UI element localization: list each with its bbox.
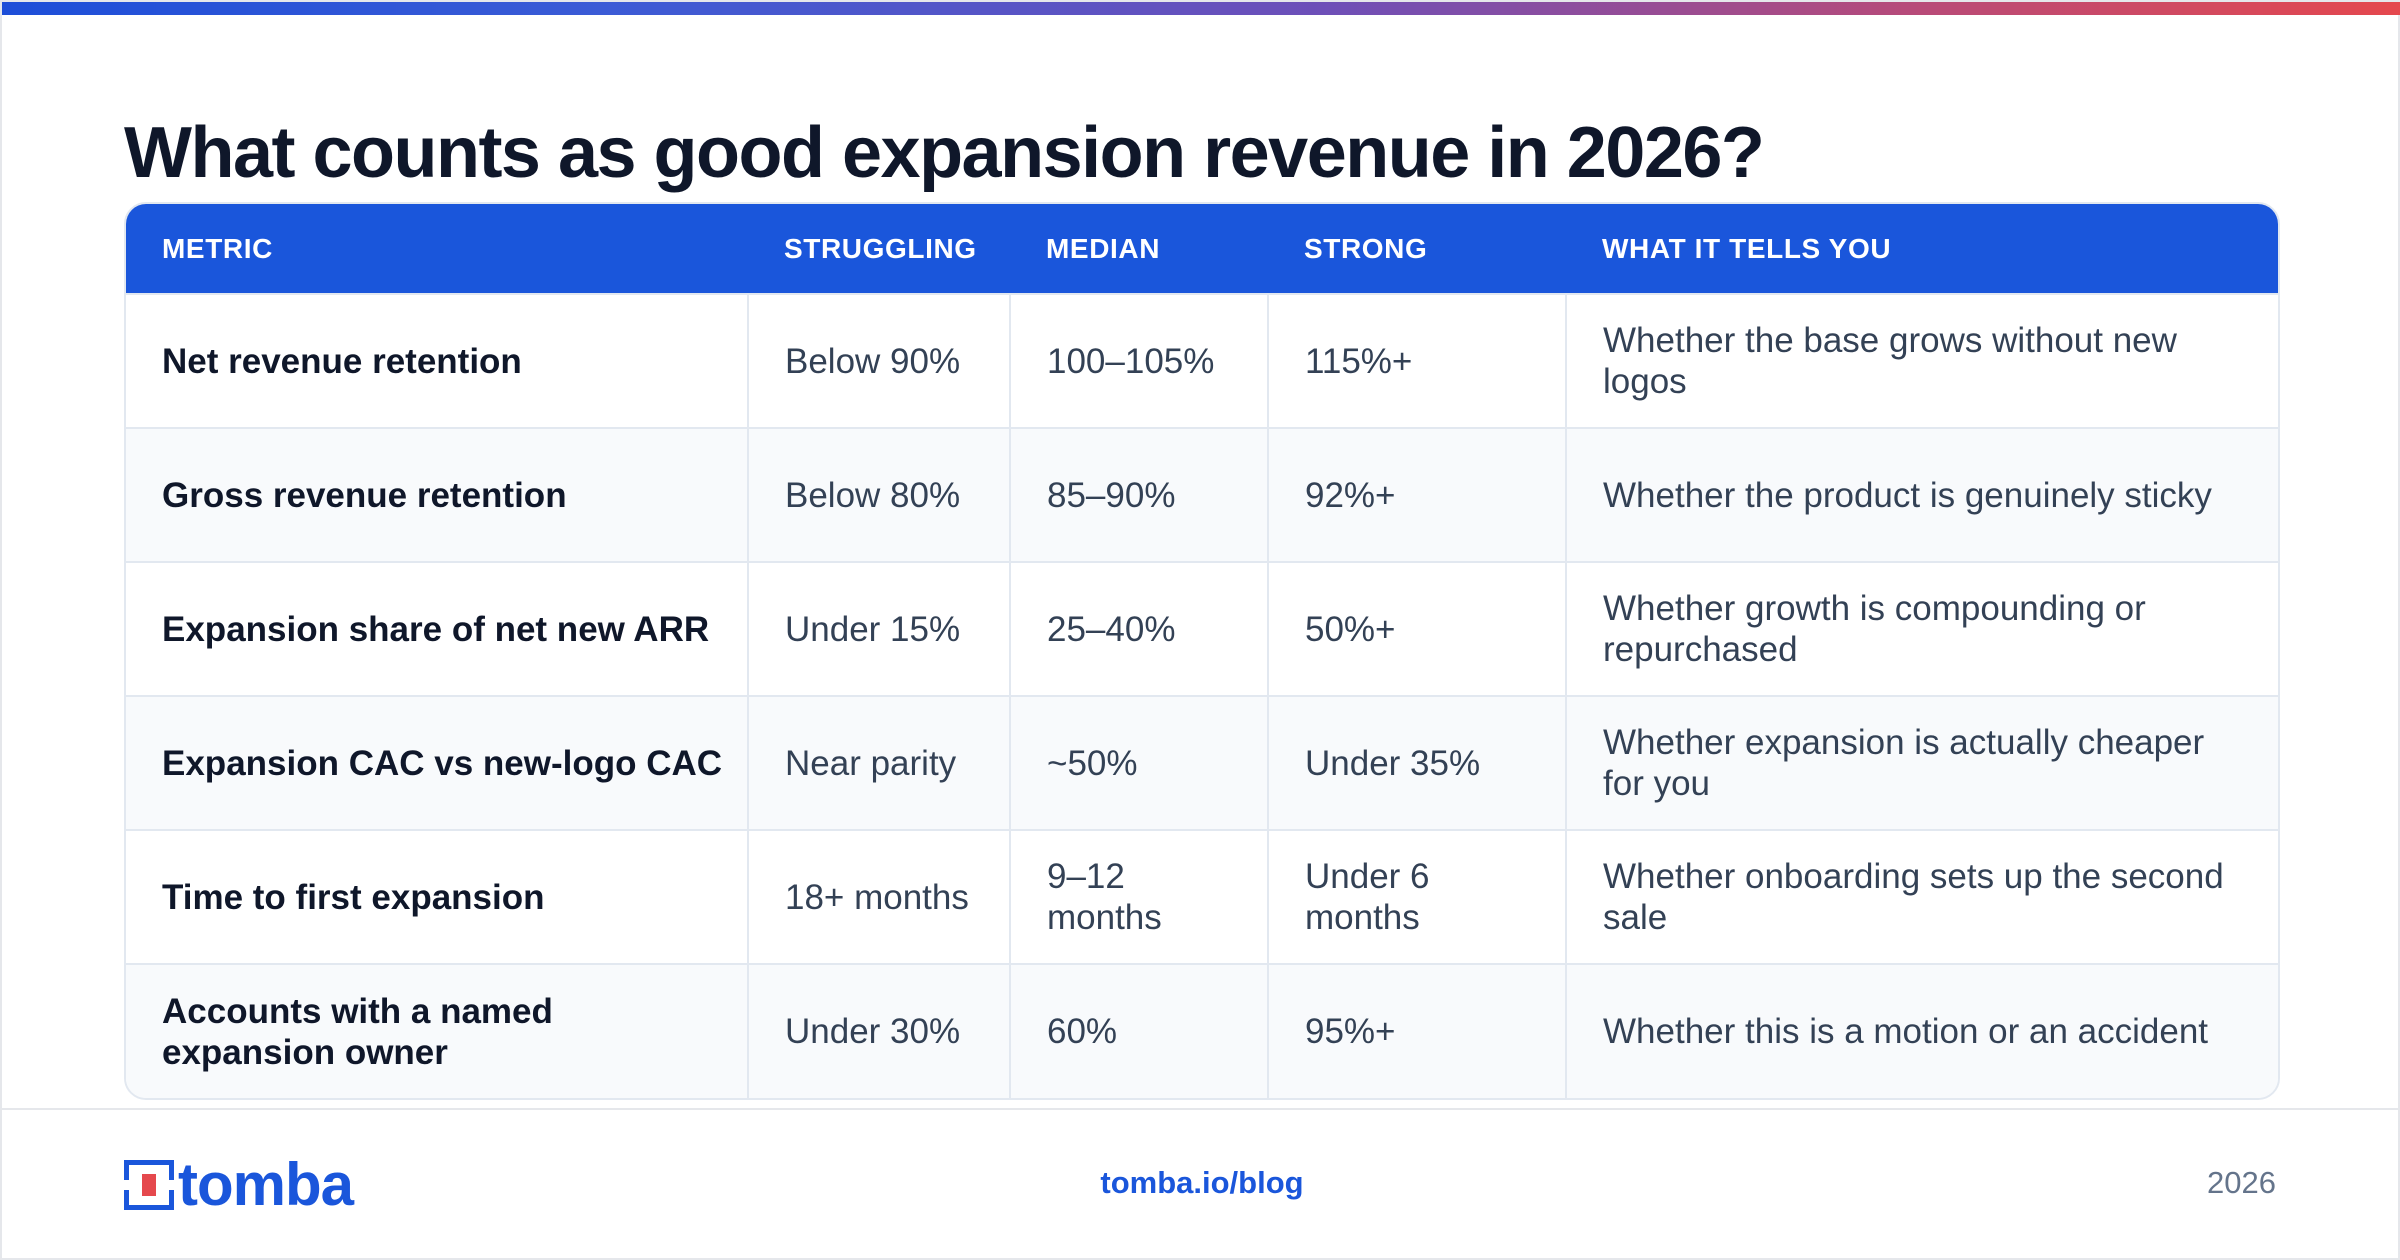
table-row: Time to first expansion 18+ months 9–12 … (126, 829, 2278, 964)
metric-cell: Expansion share of net new ARR (126, 561, 748, 696)
median-cell: 85–90% (1009, 427, 1268, 562)
median-cell: 60% (1009, 963, 1268, 1098)
table-header-row: METRIC STRUGGLING MEDIAN STRONG WHAT IT … (126, 204, 2278, 294)
struggling-cell: 18+ months (747, 829, 1010, 964)
metric-cell: Expansion CAC vs new-logo CAC (126, 695, 748, 830)
median-cell: ~50% (1009, 695, 1268, 830)
table-row: Expansion share of net new ARR Under 15%… (126, 561, 2278, 696)
tomba-logo: tomba (124, 1151, 354, 1218)
strong-cell: 95%+ (1267, 963, 1566, 1098)
header-struggling: STRUGGLING (784, 232, 977, 264)
logo-wordmark: tomba (178, 1151, 354, 1218)
strong-cell: Under 6 months (1267, 829, 1566, 964)
strong-cell: 50%+ (1267, 561, 1566, 696)
header-median: MEDIAN (1046, 232, 1161, 264)
header-metric: METRIC (162, 232, 273, 264)
header-strong: STRONG (1304, 232, 1428, 264)
struggling-cell: Near parity (747, 695, 1010, 830)
metric-cell: Net revenue retention (126, 293, 748, 428)
table-row: Accounts with a named expansion owner Un… (126, 963, 2278, 1098)
median-cell: 9–12 months (1009, 829, 1268, 964)
insight-cell: Whether expansion is actually cheaper fo… (1565, 695, 2278, 830)
table-row: Expansion CAC vs new-logo CAC Near parit… (126, 695, 2278, 830)
tomba-logo-icon (124, 1160, 174, 1210)
footer-divider (2, 1108, 2400, 1110)
header-what-it-tells-you: WHAT IT TELLS YOU (1602, 232, 1892, 264)
struggling-cell: Under 15% (747, 561, 1010, 696)
insight-cell: Whether onboarding sets up the second sa… (1565, 829, 2278, 964)
strong-cell: Under 35% (1267, 695, 1566, 830)
table-row: Gross revenue retention Below 80% 85–90%… (126, 427, 2278, 562)
median-cell: 100–105% (1009, 293, 1268, 428)
benchmark-table: METRIC STRUGGLING MEDIAN STRONG WHAT IT … (124, 202, 2280, 1100)
insight-cell: Whether growth is compounding or repurch… (1565, 561, 2278, 696)
insight-cell: Whether this is a motion or an accident (1565, 963, 2278, 1098)
metric-cell: Gross revenue retention (126, 427, 748, 562)
metric-cell: Time to first expansion (126, 829, 748, 964)
insight-cell: Whether the base grows without new logos (1565, 293, 2278, 428)
table-row: Net revenue retention Below 90% 100–105%… (126, 293, 2278, 428)
strong-cell: 115%+ (1267, 293, 1566, 428)
strong-cell: 92%+ (1267, 427, 1566, 562)
insight-cell: Whether the product is genuinely sticky (1565, 427, 2278, 562)
blog-link[interactable]: tomba.io/blog (1100, 1165, 1304, 1200)
struggling-cell: Below 90% (747, 293, 1010, 428)
struggling-cell: Below 80% (747, 427, 1010, 562)
page-title: What counts as good expansion revenue in… (124, 113, 1765, 193)
median-cell: 25–40% (1009, 561, 1268, 696)
metric-cell: Accounts with a named expansion owner (126, 963, 748, 1098)
footer-year: 2026 (2207, 1165, 2276, 1200)
gradient-top-bar (2, 2, 2400, 15)
struggling-cell: Under 30% (747, 963, 1010, 1098)
